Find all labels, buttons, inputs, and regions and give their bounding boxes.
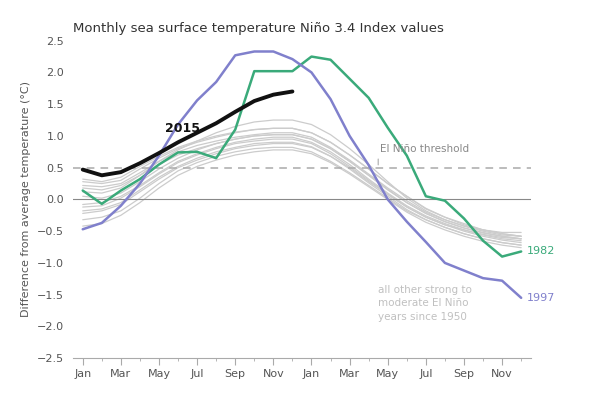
Y-axis label: Difference from average temperature (°C): Difference from average temperature (°C)	[21, 81, 32, 317]
Text: all other strong to
moderate El Niño
years since 1950: all other strong to moderate El Niño yea…	[378, 285, 472, 322]
Text: El Niño threshold: El Niño threshold	[380, 144, 469, 154]
Text: 1982: 1982	[527, 247, 555, 256]
Text: 2015: 2015	[165, 122, 199, 135]
Text: 1997: 1997	[527, 293, 555, 303]
Text: Monthly sea surface temperature Niño 3.4 Index values: Monthly sea surface temperature Niño 3.4…	[73, 22, 444, 35]
